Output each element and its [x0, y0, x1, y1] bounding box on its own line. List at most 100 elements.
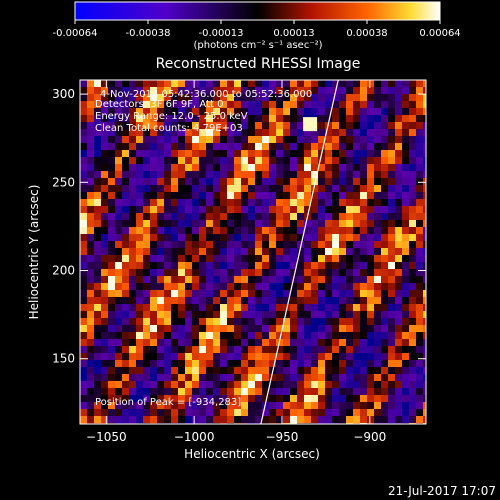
heatmap-cell [150, 346, 157, 353]
heatmap-cell [213, 143, 220, 150]
heatmap-cell [164, 115, 171, 122]
heatmap-cell [150, 402, 157, 409]
heatmap-cell [262, 157, 269, 164]
heatmap-cell [185, 346, 192, 353]
heatmap-cell [402, 367, 409, 374]
heatmap-cell [143, 332, 150, 339]
heatmap-cell [423, 220, 426, 227]
heatmap-cell [388, 381, 395, 388]
heatmap-cell [297, 269, 304, 276]
heatmap-cell [290, 381, 297, 388]
heatmap-cell [297, 206, 304, 213]
heatmap-cell [269, 143, 276, 150]
heatmap-cell [199, 283, 206, 290]
heatmap-cell [318, 87, 325, 94]
heatmap-cell [409, 122, 416, 129]
heatmap-cell [199, 353, 206, 360]
heatmap-cell [269, 150, 276, 157]
heatmap-cell [332, 311, 339, 318]
heatmap-cell [360, 381, 367, 388]
heatmap-cell [129, 395, 136, 402]
heatmap-cell [129, 374, 136, 381]
heatmap-cell [199, 213, 206, 220]
heatmap-cell [346, 94, 353, 101]
heatmap-cell [332, 304, 339, 311]
heatmap-cell [283, 325, 290, 332]
heatmap-cell [94, 360, 101, 367]
heatmap-cell [185, 213, 192, 220]
heatmap-cell [262, 136, 269, 143]
heatmap-cell [360, 402, 367, 409]
heatmap-cell [136, 325, 143, 332]
heatmap-cell [374, 178, 381, 185]
heatmap-cell [269, 318, 276, 325]
heatmap-cell [199, 234, 206, 241]
heatmap-cell [143, 367, 150, 374]
heatmap-cell [122, 416, 129, 423]
heatmap-cell [283, 395, 290, 402]
heatmap-cell [395, 290, 402, 297]
heatmap-cell [367, 108, 374, 115]
heatmap-cell [220, 304, 227, 311]
heatmap-cell [339, 367, 346, 374]
heatmap-cell [381, 241, 388, 248]
heatmap-cell [381, 185, 388, 192]
heatmap-cell [381, 157, 388, 164]
y-tick-label: 300 [52, 87, 75, 101]
heatmap-cell [311, 178, 318, 185]
heatmap-cell [325, 367, 332, 374]
heatmap-cell [80, 276, 87, 283]
heatmap-cell [192, 353, 199, 360]
heatmap-cell [416, 87, 423, 94]
heatmap-cell [185, 192, 192, 199]
heatmap-cell [360, 255, 367, 262]
heatmap-cell [227, 150, 234, 157]
heatmap-cell [129, 80, 136, 87]
heatmap-cell [80, 185, 87, 192]
heatmap-cell [80, 171, 87, 178]
heatmap-cell [248, 409, 255, 416]
heatmap-cell [339, 87, 346, 94]
heatmap-cell [360, 304, 367, 311]
heatmap-cell [199, 311, 206, 318]
heatmap-cell [409, 213, 416, 220]
heatmap-cell [395, 199, 402, 206]
heatmap-cell [164, 192, 171, 199]
heatmap-cell [255, 192, 262, 199]
heatmap-cell [381, 367, 388, 374]
heatmap-cell [101, 353, 108, 360]
heatmap-cell [402, 402, 409, 409]
heatmap-cell [129, 416, 136, 423]
heatmap-cell [388, 108, 395, 115]
heatmap-cell [325, 402, 332, 409]
heatmap-cell [360, 143, 367, 150]
heatmap-cell [304, 353, 311, 360]
heatmap-cell [276, 178, 283, 185]
heatmap-cell [360, 346, 367, 353]
heatmap-cell [318, 185, 325, 192]
heatmap-cell [241, 388, 248, 395]
heatmap-cell [178, 94, 185, 101]
heatmap-cell [409, 402, 416, 409]
heatmap-cell [416, 199, 423, 206]
heatmap-cell [136, 87, 143, 94]
heatmap-cell [283, 297, 290, 304]
heatmap-cell [255, 206, 262, 213]
heatmap-cell [297, 248, 304, 255]
heatmap-cell [290, 171, 297, 178]
heatmap-cell [234, 360, 241, 367]
heatmap-cell [423, 283, 426, 290]
heatmap-cell [290, 164, 297, 171]
heatmap-cell [367, 192, 374, 199]
heatmap-cell [339, 143, 346, 150]
heatmap-cell [416, 192, 423, 199]
heatmap-cell [157, 360, 164, 367]
heatmap-cell [374, 353, 381, 360]
heatmap-cell [416, 283, 423, 290]
heatmap-cell [164, 178, 171, 185]
heatmap-cell [304, 269, 311, 276]
heatmap-cell [381, 332, 388, 339]
heatmap-cell [374, 367, 381, 374]
heatmap-cell [346, 346, 353, 353]
heatmap-cell [381, 227, 388, 234]
